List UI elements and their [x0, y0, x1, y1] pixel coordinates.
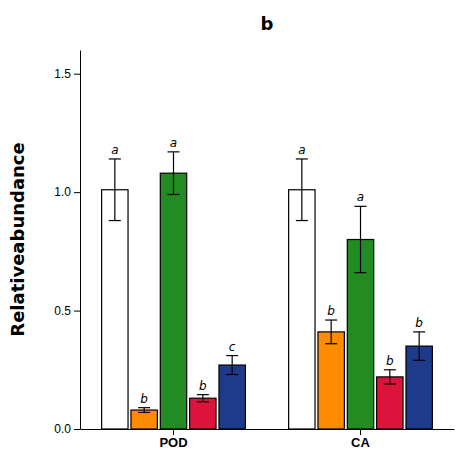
error-bar-cap	[109, 158, 121, 159]
error-bar-cap	[355, 206, 367, 207]
error-bar-cap	[138, 407, 150, 408]
error-bar-stem	[331, 320, 332, 344]
error-bar-cap	[197, 401, 209, 402]
error-bar-stem	[202, 395, 203, 402]
error-bar-stem	[389, 370, 390, 384]
error-bar	[138, 408, 150, 413]
bar-series	[219, 332, 432, 429]
y-tick-label: 0.5	[54, 304, 71, 318]
error-bar	[168, 152, 180, 195]
error-bar-cap	[138, 412, 150, 413]
bar	[160, 173, 186, 429]
y-tick: 0.0	[54, 422, 80, 436]
error-bar	[109, 159, 121, 221]
y-axis-title: Relativeabundance	[7, 142, 28, 336]
bar	[289, 190, 315, 429]
error-bar-cap	[355, 272, 367, 273]
bar-letter: a	[111, 143, 118, 157]
error-bar-cap	[226, 374, 238, 375]
error-bar	[296, 159, 308, 221]
error-bar-stem	[232, 356, 233, 375]
bar	[377, 377, 403, 429]
y-tick-mark	[74, 192, 80, 193]
chart-container: 0.0 0.5 1.0 1.5 POD CA a a b b a a b b c b b Relativeabun…	[0, 0, 474, 474]
y-tick-mark	[74, 74, 80, 75]
y-tick: 1.5	[54, 67, 80, 81]
y-tick-label: 0.0	[54, 422, 71, 436]
error-bar-cap	[296, 220, 308, 221]
plot-area: 0.0 0.5 1.0 1.5 POD CA a a b b a a b b c b	[54, 51, 454, 451]
bar	[219, 365, 245, 429]
error-bar-cap	[384, 369, 396, 370]
error-bar-stem	[419, 332, 420, 360]
bar	[190, 398, 216, 429]
error-bar-cap	[325, 319, 337, 320]
error-bar-stem	[173, 152, 174, 195]
error-bar-cap	[197, 394, 209, 395]
x-tick-label: POD	[159, 435, 187, 450]
error-bar	[197, 395, 209, 402]
bar-letter: a	[170, 136, 177, 150]
x-tick: POD	[159, 429, 187, 450]
error-bar-cap	[413, 331, 425, 332]
y-tick-mark	[74, 311, 80, 312]
chart-svg: 0.0 0.5 1.0 1.5 POD CA a a b b a a b b c b b Relativeabun…	[0, 0, 474, 474]
bar-letter: a	[357, 190, 364, 204]
y-tick: 1.0	[54, 185, 80, 199]
x-tick-label: CA	[351, 435, 370, 450]
annotations: a a b b a a b b c b	[111, 136, 423, 406]
error-bar-stem	[301, 159, 302, 221]
y-tick-label: 1.0	[54, 185, 71, 199]
error-bar-cap	[109, 220, 121, 221]
y-tick-label: 1.5	[54, 67, 71, 81]
y-tick-mark	[74, 429, 80, 430]
error-bar-cap	[168, 194, 180, 195]
bar-letter: b	[199, 379, 207, 393]
bar	[131, 410, 157, 429]
error-bar	[413, 332, 425, 360]
bar-letter: a	[298, 143, 305, 157]
error-bar-cap	[325, 343, 337, 344]
error-bar	[384, 370, 396, 384]
bar-letter: b	[140, 392, 148, 406]
x-axis-line	[81, 429, 455, 430]
error-bar	[325, 320, 337, 344]
bar-series	[102, 159, 315, 429]
bars	[102, 152, 433, 429]
bar-letter: b	[327, 304, 335, 318]
x-tick-mark	[173, 429, 174, 435]
error-bar-cap	[296, 158, 308, 159]
error-bar	[355, 206, 367, 272]
error-bar-stem	[360, 206, 361, 272]
y-axis: 0.0 0.5 1.0 1.5	[54, 51, 80, 437]
error-bar-cap	[413, 360, 425, 361]
error-bar-cap	[226, 355, 238, 356]
error-bar-stem	[114, 159, 115, 221]
bar-letter: c	[229, 340, 236, 354]
bar-letter: b	[386, 354, 394, 368]
title: b	[261, 13, 274, 34]
x-axis: POD CA	[81, 429, 455, 450]
error-bar-stem	[144, 408, 145, 413]
x-tick: CA	[351, 429, 370, 450]
bar	[102, 190, 128, 429]
bar-series	[160, 152, 373, 429]
error-bar-cap	[384, 383, 396, 384]
error-bar-cap	[168, 151, 180, 152]
x-tick-mark	[360, 429, 361, 435]
bar	[318, 332, 344, 429]
bar-letter: b	[415, 316, 423, 330]
y-tick: 0.5	[54, 304, 80, 318]
error-bar	[226, 356, 238, 375]
y-axis-line	[80, 51, 81, 430]
